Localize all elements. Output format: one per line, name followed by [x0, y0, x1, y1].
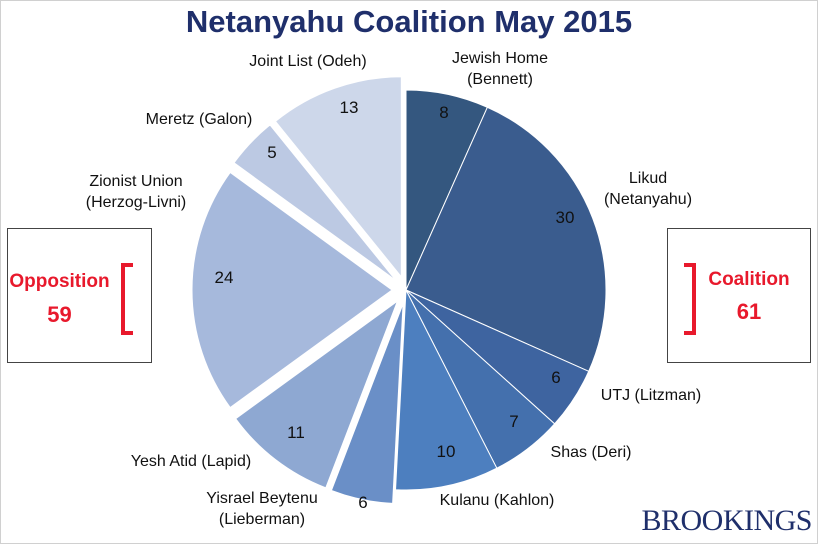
pie-slice	[233, 124, 397, 281]
slice-name-label: Shas (Deri)	[551, 444, 632, 461]
coalition-box: Coalition 61	[667, 228, 811, 363]
slice-name-label: Yisrael Beytenu (Lieberman)	[206, 490, 317, 528]
opposition-box: Opposition 59	[7, 228, 152, 363]
slice-value-label: 8	[439, 103, 448, 122]
slice-name-label: Zionist Union (Herzog-Livni)	[86, 173, 186, 211]
coalition-label: Coalition	[708, 269, 790, 290]
brookings-logo: BROOKINGS	[641, 504, 812, 537]
slice-name-label: Joint List (Odeh)	[249, 53, 366, 70]
slice-value-label: 6	[551, 368, 560, 387]
coalition-bracket	[684, 263, 696, 335]
chart-title: Netanyahu Coalition May 2015	[185, 4, 633, 39]
slice-name-label: Jewish Home (Bennett)	[452, 50, 548, 88]
opposition-label: Opposition	[9, 271, 110, 292]
coalition-seats: 61	[736, 299, 762, 324]
opposition-bracket	[121, 263, 133, 335]
pie-slice	[274, 76, 402, 279]
pie-slice	[395, 288, 498, 491]
slice-value-label: 6	[358, 493, 367, 512]
slice-value-label: 30	[556, 208, 575, 227]
slice-value-label: 13	[340, 98, 359, 117]
slice-value-label: 10	[437, 442, 456, 461]
pie-slice	[330, 303, 404, 504]
slice-value-label: 5	[267, 143, 276, 162]
slice-name-label: Yesh Atid (Lapid)	[131, 453, 251, 470]
slice-name-label: UTJ (Litzman)	[601, 387, 701, 404]
slice-name-label: Likud (Netanyahu)	[604, 170, 692, 208]
slice-value-label: 11	[287, 423, 305, 442]
slice-name-label: Kulanu (Kahlon)	[440, 492, 555, 509]
pie-slice	[191, 171, 393, 409]
slice-value-label: 24	[215, 268, 234, 287]
slice-name-label: Meretz (Galon)	[146, 111, 253, 128]
pie-slice	[405, 106, 607, 373]
slice-value-label: 7	[509, 412, 518, 431]
opposition-seats: 59	[47, 302, 72, 327]
pie-slice	[234, 299, 399, 489]
